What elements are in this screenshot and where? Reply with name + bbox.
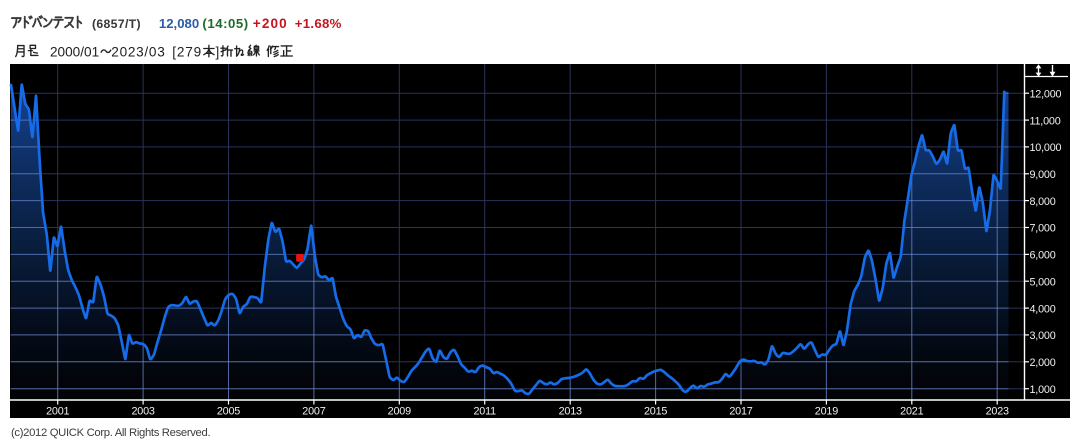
svg-text:1,000: 1,000: [1030, 384, 1056, 396]
svg-text:2005: 2005: [217, 406, 240, 418]
svg-text:2021: 2021: [900, 406, 923, 418]
svg-text:2009: 2009: [388, 406, 411, 418]
svg-text:(14:05): (14:05): [202, 16, 248, 31]
svg-text:[279: [279: [172, 45, 202, 60]
svg-text:2000/01: 2000/01: [50, 45, 99, 60]
svg-text:2007: 2007: [302, 406, 325, 418]
svg-text:5,000: 5,000: [1030, 276, 1056, 288]
svg-text:2011: 2011: [473, 406, 496, 418]
svg-text:8,000: 8,000: [1030, 196, 1056, 208]
svg-text:2003: 2003: [131, 406, 154, 418]
svg-text:12,000: 12,000: [1030, 88, 1062, 100]
svg-text:2023/03: 2023/03: [111, 45, 165, 60]
svg-text:3,000: 3,000: [1030, 330, 1056, 342]
svg-text:2001: 2001: [46, 406, 69, 418]
svg-text:7,000: 7,000: [1030, 223, 1056, 235]
svg-text:(6857/T): (6857/T): [92, 17, 141, 31]
svg-text:2013: 2013: [559, 406, 582, 418]
svg-text:2019: 2019: [815, 406, 838, 418]
svg-text:2,000: 2,000: [1030, 357, 1056, 369]
svg-text:10,000: 10,000: [1030, 142, 1062, 154]
svg-text:]: ]: [216, 45, 220, 60]
svg-text:12,080: 12,080: [159, 16, 199, 31]
svg-text:6,000: 6,000: [1030, 250, 1056, 262]
svg-text:2023: 2023: [986, 406, 1009, 418]
svg-text:11,000: 11,000: [1030, 115, 1061, 127]
svg-text:2015: 2015: [644, 406, 667, 418]
svg-text:+200: +200: [253, 16, 288, 31]
svg-text:9,000: 9,000: [1030, 169, 1056, 181]
svg-text:+1.68%: +1.68%: [295, 16, 342, 31]
svg-text:4,000: 4,000: [1030, 303, 1056, 315]
svg-text:2017: 2017: [729, 406, 752, 418]
